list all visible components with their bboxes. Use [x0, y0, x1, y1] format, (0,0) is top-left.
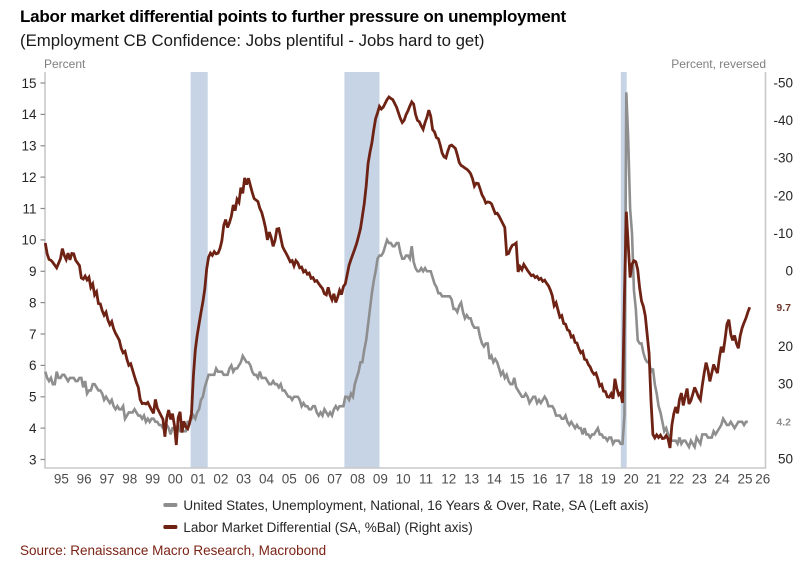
x-axis-year-label: 08 [350, 472, 365, 487]
left-axis-tick-label: 3 [29, 452, 37, 467]
x-axis-year-label: 20 [624, 472, 639, 487]
left-axis-tick-label: 14 [21, 107, 37, 122]
left-axis-tick-label: 7 [29, 327, 37, 342]
x-axis-year-label: 19 [601, 472, 616, 487]
left-axis-tick-label: 4 [29, 421, 37, 436]
x-axis-year-label: 18 [578, 472, 593, 487]
legend-label-unemployment: United States, Unemployment, National, 1… [183, 497, 649, 513]
x-axis-year-label: 23 [692, 472, 707, 487]
x-axis-year-label: 17 [555, 472, 570, 487]
x-axis-year-label: 09 [373, 472, 388, 487]
chart-title: Labor market differential points to furt… [20, 7, 566, 26]
x-axis-year-label: 22 [669, 472, 684, 487]
x-axis-year-label: 12 [441, 472, 456, 487]
x-axis-year-label: 03 [236, 472, 251, 487]
right-axis-tick-label: 50 [778, 452, 793, 467]
x-axis-year-label: 00 [168, 472, 183, 487]
left-axis-tick-label: 5 [29, 390, 37, 405]
x-axis-year-label: 04 [259, 472, 275, 487]
x-axis-year-label: 10 [396, 472, 411, 487]
unemployment-series-swatch [163, 503, 178, 507]
left-axis-tick-label: 9 [29, 264, 37, 279]
differential-series-swatch [163, 525, 178, 529]
source-note: Source: Renaissance Macro Research, Macr… [20, 543, 327, 558]
right-axis-tick-label: -10 [773, 226, 793, 241]
x-axis-year-label: 05 [282, 472, 297, 487]
x-axis-year-label: 14 [487, 472, 503, 487]
x-axis-year-label: 98 [122, 472, 137, 487]
legend-item-differential: Labor Market Differential (SA, %Bal) (Ri… [163, 516, 648, 538]
x-axis-year-label: 25 [737, 472, 752, 487]
legend: United States, Unemployment, National, 1… [163, 494, 649, 538]
x-axis-year-label: 11 [419, 472, 433, 487]
x-axis-year-label: 13 [464, 472, 479, 487]
x-axis-year-label: 99 [145, 472, 160, 487]
right-axis-tick-label: 20 [778, 339, 793, 354]
x-axis-year-label: 26 [755, 472, 770, 487]
right-axis-unit-label: Percent, reversed [671, 57, 766, 71]
x-axis-year-label: 07 [327, 472, 342, 487]
left-axis-tick-label: 13 [21, 139, 36, 154]
right-axis-tick-label: -40 [773, 113, 793, 128]
left-axis-tick-label: 12 [21, 170, 36, 185]
unemployment-line [44, 92, 748, 451]
legend-label-differential: Labor Market Differential (SA, %Bal) (Ri… [183, 519, 473, 535]
legend-item-unemployment: United States, Unemployment, National, 1… [163, 494, 649, 516]
x-axis-year-label: 06 [305, 472, 320, 487]
right-axis-tick-label: -50 [773, 76, 793, 91]
differential-line [43, 94, 752, 449]
right-axis-tick-label: 0 [785, 264, 793, 279]
right-axis-tick-label: -20 [773, 188, 793, 203]
x-axis-year-label: 15 [510, 472, 525, 487]
x-axis-year-label: 96 [77, 472, 92, 487]
x-axis-year-label: 24 [715, 472, 731, 487]
left-axis-tick-label: 6 [29, 358, 37, 373]
left-axis-tick-label: 15 [21, 76, 36, 91]
x-axis-year-label: 02 [213, 472, 228, 487]
x-axis-year-label: 21 [646, 472, 661, 487]
x-axis-year-label: 97 [99, 472, 114, 487]
left-axis-unit-label: Percent [44, 57, 86, 71]
x-axis-year-label: 16 [532, 472, 547, 487]
right-axis-tick-label: -30 [773, 151, 793, 166]
series-end-value-label: 9.7 [776, 302, 791, 314]
left-axis-tick-label: 11 [22, 201, 36, 216]
right-axis-tick-label: 30 [778, 377, 793, 392]
x-axis-year-label: 01 [191, 472, 206, 487]
x-axis-year-label: 95 [54, 472, 69, 487]
series-end-value-label: 4.2 [776, 417, 791, 429]
left-axis-tick-label: 8 [29, 295, 37, 310]
chart-subtitle: (Employment CB Confidence: Jobs plentifu… [20, 31, 485, 50]
left-axis-tick-label: 10 [21, 233, 36, 248]
